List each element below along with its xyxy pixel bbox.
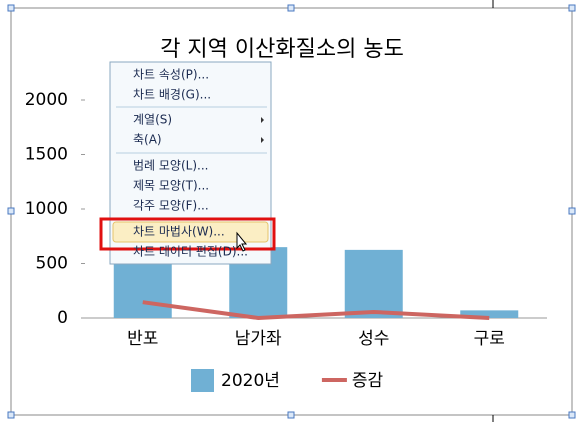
menu-item[interactable]: 계열(S)	[133, 113, 172, 127]
menu-item[interactable]: 차트 배경(G)...	[133, 88, 211, 102]
menu-item[interactable]: 범례 모양(L)...	[133, 159, 208, 173]
y-tick-label: 1000	[25, 199, 68, 219]
menu-item[interactable]: 제목 모양(T)...	[133, 179, 209, 193]
y-tick-label: 2000	[25, 90, 68, 110]
menu-item[interactable]: 차트 데이터 편집(D)...	[133, 245, 248, 259]
menu-item[interactable]: 축(A)	[133, 133, 162, 147]
bar	[344, 249, 403, 318]
menu-item[interactable]: 각주 모양(F)...	[133, 199, 209, 213]
bar	[460, 310, 519, 318]
line	[142, 300, 490, 321]
selection-handles[interactable]	[7, 4, 576, 419]
menu-item[interactable]: 차트 속성(P)...	[133, 68, 209, 82]
mouse-cursor	[236, 231, 248, 252]
chart-frame	[10, 7, 573, 416]
menu-item[interactable]: 차트 마법사(W)...	[133, 225, 225, 239]
annotation-box	[99, 217, 276, 251]
y-tick-label: 500	[36, 254, 68, 274]
legend-label: 증감	[352, 371, 384, 391]
x-tick-label: 반포	[127, 329, 158, 349]
menu-highlight	[112, 221, 269, 243]
chart-title: 각 지역 이산화질소의 농도	[160, 37, 404, 62]
x-tick-label: 구로	[474, 329, 505, 349]
submenu-arrow	[261, 137, 264, 143]
y-tick-label: 0	[57, 308, 68, 328]
y-tick-label: 1500	[25, 145, 68, 165]
x-tick-label: 성수	[358, 329, 389, 349]
x-tick-label: 남가좌	[235, 329, 282, 349]
legend-label: 2020년	[221, 371, 280, 391]
submenu-arrow	[261, 117, 264, 123]
legend-swatch	[191, 369, 214, 392]
